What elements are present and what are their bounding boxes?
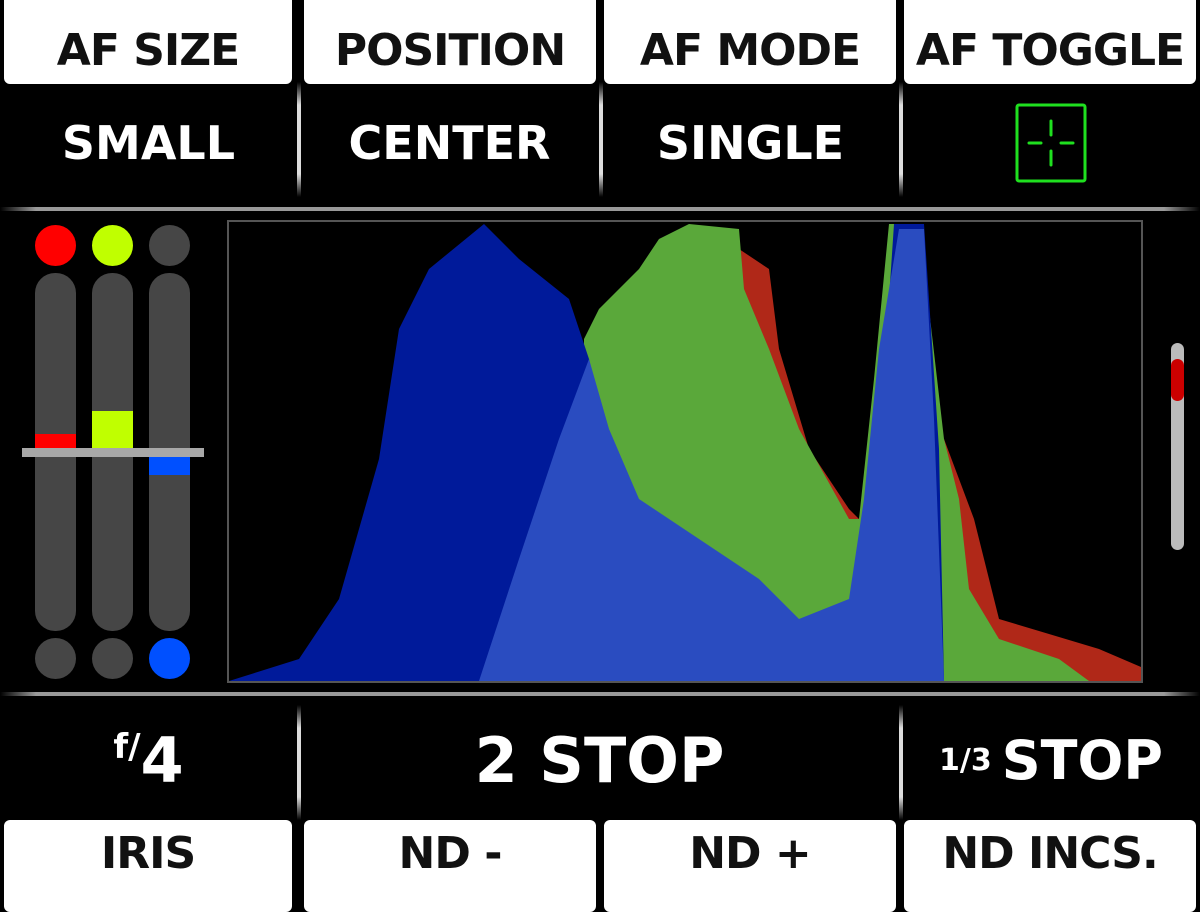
af-mode-value: SINGLE xyxy=(656,115,845,170)
divider xyxy=(899,82,903,197)
af-toggle-button[interactable]: AF TOGGLE xyxy=(904,0,1196,84)
f-prefix: f/ xyxy=(113,727,141,767)
nd-plus-label: ND + xyxy=(689,828,812,879)
af-target-icon xyxy=(1015,103,1087,182)
green-indicator xyxy=(92,225,133,266)
af-size-value: SMALL xyxy=(61,115,236,170)
iris-button[interactable]: IRIS xyxy=(4,820,292,912)
nd-increment-value: 1/3 STOP xyxy=(902,705,1200,815)
zero-line xyxy=(22,448,204,457)
divider xyxy=(297,82,301,197)
red-level xyxy=(35,434,76,452)
scrollbar[interactable] xyxy=(1171,343,1184,550)
nd-incs-label: ND INCS. xyxy=(942,828,1158,879)
divider xyxy=(599,82,603,197)
red-indicator xyxy=(35,225,76,266)
nd-incs-button[interactable]: ND INCS. xyxy=(904,820,1196,912)
divider xyxy=(297,705,301,820)
rgb-histogram xyxy=(227,220,1143,683)
af-mode-label: AF MODE xyxy=(639,25,861,76)
f-number: 4 xyxy=(140,723,184,797)
nd-value: 2 STOP xyxy=(474,723,725,797)
nd-plus-button[interactable]: ND + xyxy=(604,820,896,912)
histogram-blue-overlap xyxy=(479,229,944,681)
stop-label: STOP xyxy=(1001,728,1163,792)
green-bottom-indicator xyxy=(92,638,133,679)
af-toggle-value xyxy=(902,90,1200,195)
af-size-label: AF SIZE xyxy=(56,25,240,76)
divider xyxy=(0,207,1200,211)
blue-top-indicator xyxy=(149,225,190,266)
scrollbar-thumb[interactable] xyxy=(1171,359,1184,401)
blue-indicator xyxy=(149,638,190,679)
nd-minus-button[interactable]: ND - xyxy=(304,820,596,912)
divider xyxy=(899,705,903,820)
position-value: CENTER xyxy=(348,115,551,170)
nd-minus-label: ND - xyxy=(398,828,503,879)
position-label: POSITION xyxy=(334,25,566,76)
fraction: 1/3 xyxy=(939,742,992,778)
green-level xyxy=(92,410,133,452)
iris-value: f/4 xyxy=(0,705,297,815)
af-mode-button[interactable]: AF MODE xyxy=(604,0,896,84)
af-toggle-label: AF TOGGLE xyxy=(915,25,1185,76)
red-bottom-indicator xyxy=(35,638,76,679)
position-button[interactable]: POSITION xyxy=(304,0,596,84)
blue-level xyxy=(149,452,190,476)
iris-label: IRIS xyxy=(100,828,196,879)
divider xyxy=(0,692,1200,696)
af-size-button[interactable]: AF SIZE xyxy=(4,0,292,84)
